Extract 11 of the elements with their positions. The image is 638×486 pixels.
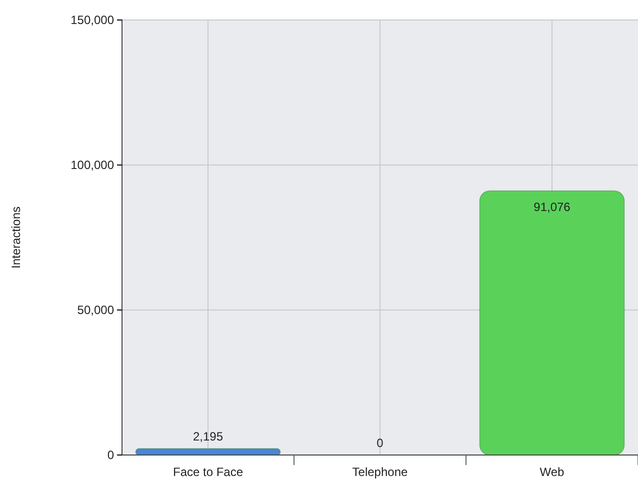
y-axis-title: Interactions — [9, 206, 23, 269]
y-tick-label: 100,000 — [70, 158, 114, 172]
y-tick-label: 50,000 — [77, 302, 114, 317]
x-tick-label: Telephone — [352, 465, 408, 479]
y-tick-label: 150,000 — [70, 12, 114, 27]
x-tick-label: Web — [540, 465, 565, 479]
data-label: 91,076 — [534, 200, 571, 214]
data-label: 2,195 — [192, 430, 224, 444]
x-tick-label: Face to Face — [172, 465, 244, 479]
y-tick-label: 0 — [107, 448, 114, 462]
data-label: 0 — [376, 436, 384, 450]
